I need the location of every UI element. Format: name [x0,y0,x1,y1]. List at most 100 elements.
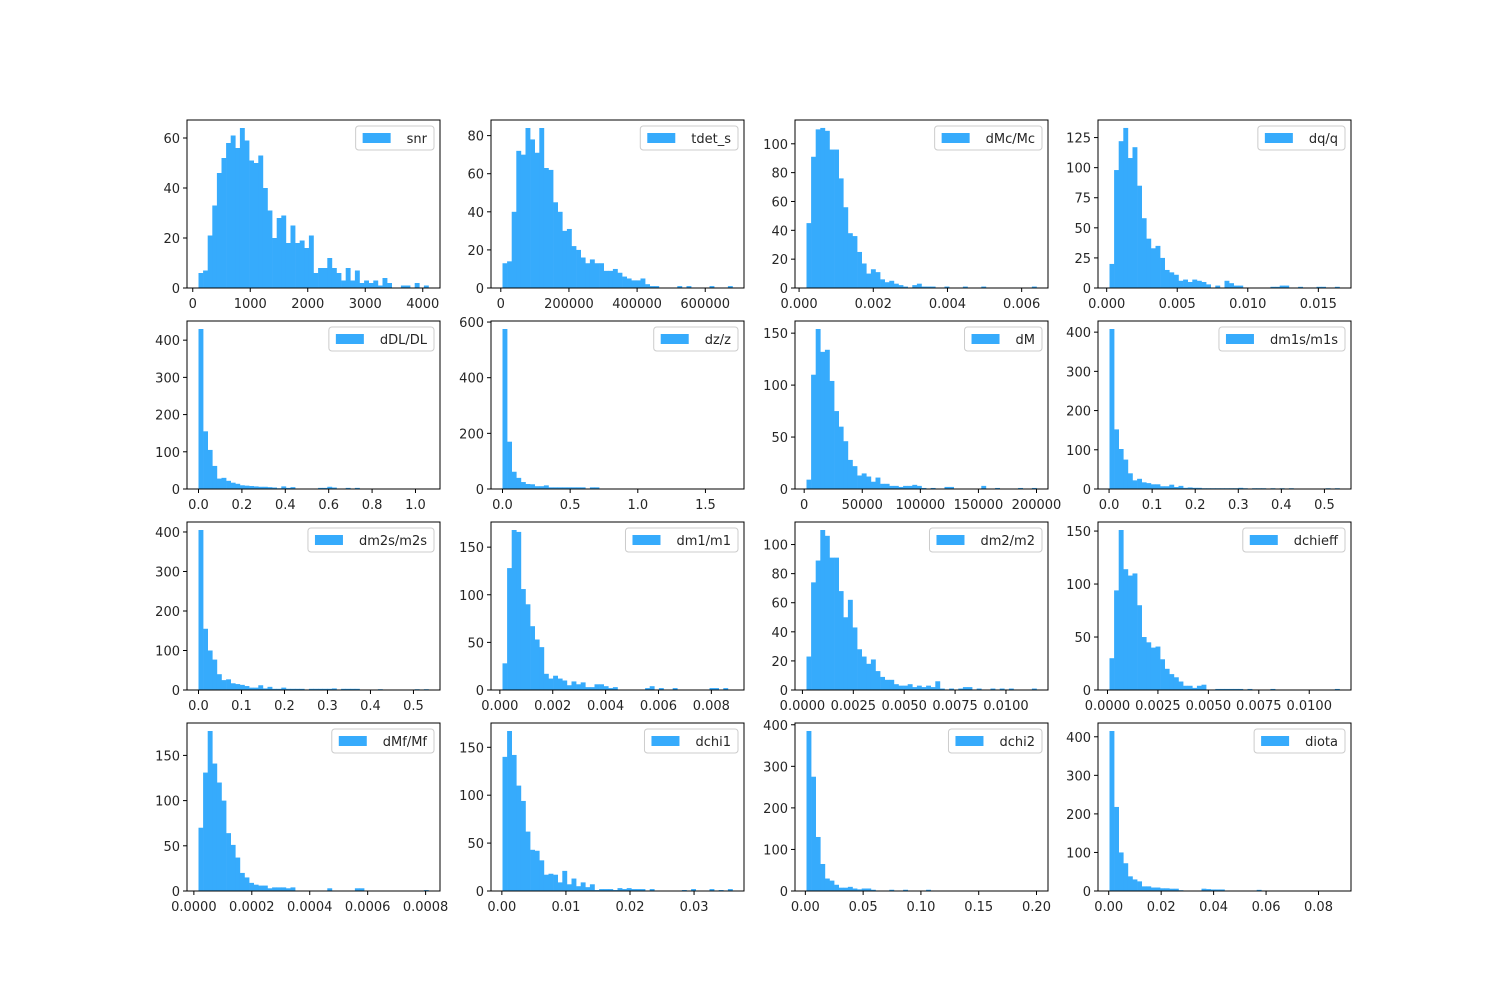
histogram-bar [520,482,526,489]
histogram-bar [285,688,291,690]
histogram-bar [1210,889,1216,891]
x-tick-label: 0.2 [232,498,253,513]
histogram-bar [727,286,733,288]
histogram-bar [870,481,876,489]
legend-label: dMf/Mf [383,735,428,750]
histogram-bar [345,688,351,690]
histogram-bar [212,659,218,690]
histogram-bar [838,178,844,288]
axes-frame [186,722,441,892]
y-tick-label: 100 [763,843,788,858]
histogram-bar [507,261,512,288]
histogram-bar [1196,487,1202,489]
legend: dm1/m1 [624,527,739,553]
histogram-bar [866,273,872,288]
x-tick-label: 0.2 [274,699,295,714]
histogram-bar [861,656,867,690]
y-tick-label: 100 [155,644,180,659]
histogram-bar [221,680,227,690]
legend-box [328,326,435,352]
histogram-bar [244,485,250,489]
histogram-bar [262,885,268,891]
legend-swatch [941,133,970,143]
histogram-bar [548,169,554,288]
histogram-bar [253,486,259,489]
histogram-bar [543,485,549,489]
histogram-bar [1141,637,1147,690]
histogram-bar [612,687,618,690]
y-tick-label: 150 [1066,525,1091,540]
histogram-bar [1178,681,1184,690]
x-tick-label: 1000 [234,297,267,312]
histogram-bar [635,280,641,288]
histogram-bar [1118,449,1124,489]
histogram-bar [212,205,218,288]
histogram-bar [1137,185,1142,288]
histogram-bar [843,441,849,489]
histogram-panel: 0.0 0.1 0.2 0.3 0.4 0.5 0 100 200 300 400 dm1s/m1s [1066,320,1352,513]
x-tick-label: 0.000 [780,297,817,312]
x-tick-label: 0.0 [188,498,209,513]
histogram-bar [847,599,853,690]
histogram-bar [387,283,392,288]
histogram-bar [1132,573,1138,690]
y-tick-label: 300 [155,371,180,386]
legend-swatch [1225,334,1254,344]
histogram-bar [1201,684,1207,690]
histogram-bar [203,628,208,690]
legend-label: dm1s/m1s [1270,333,1338,348]
histogram-bar [235,148,241,288]
legend-swatch [1261,736,1290,746]
histogram-bar [1187,487,1193,489]
histogram-bar [331,268,337,288]
histogram-bar [530,139,535,288]
histogram-bar [345,487,351,489]
y-tick-label: 0 [1083,684,1091,699]
histogram-bar [281,215,287,288]
histogram-bar [226,480,231,489]
histogram-bar [930,487,936,489]
histogram-bar [1150,647,1156,690]
histogram-bar [640,889,646,891]
axes-frame [1097,722,1352,892]
legend-box [947,728,1043,754]
histogram-bar [539,486,545,489]
histogram-bar [262,688,268,690]
x-tick-label: 0.8 [362,498,383,513]
histogram-bar [327,688,333,690]
histogram-bar [1141,218,1147,288]
histogram-bar [566,685,572,690]
histogram-bar [318,688,323,690]
histogram-bar [1224,688,1230,690]
histogram-bar [626,888,632,891]
histogram-bar [327,258,333,288]
y-tick-label: 0 [780,282,788,297]
x-tick-label: 0.0000 [780,699,826,714]
y-tick-label: 0 [476,483,484,498]
legend-swatch [647,133,676,143]
y-tick-label: 80 [467,130,484,145]
histogram-bar [290,688,296,690]
x-tick-label: 0 [800,498,808,513]
histogram-bar [1270,688,1276,690]
histogram-bar [576,684,581,690]
histogram-bar [962,286,968,288]
histogram-bar [239,485,245,489]
y-tick-label: 50 [1074,222,1091,237]
x-tick-label: 0.1 [231,699,252,714]
histogram-bar [216,674,222,690]
legend-swatch [1264,133,1293,143]
histogram-bar [1137,605,1142,690]
x-tick-label: 0.0025 [1135,699,1181,714]
histogram-bar [516,785,522,891]
histogram-bar [1229,283,1234,288]
histogram-bar [364,280,369,288]
histogram-bar [585,887,591,891]
histogram-bar [875,272,881,288]
histogram-bar [198,530,204,690]
histogram-bar [308,235,314,288]
histogram-bar [304,248,310,288]
legend-swatch [314,535,343,545]
y-tick-label: 0 [172,483,180,498]
